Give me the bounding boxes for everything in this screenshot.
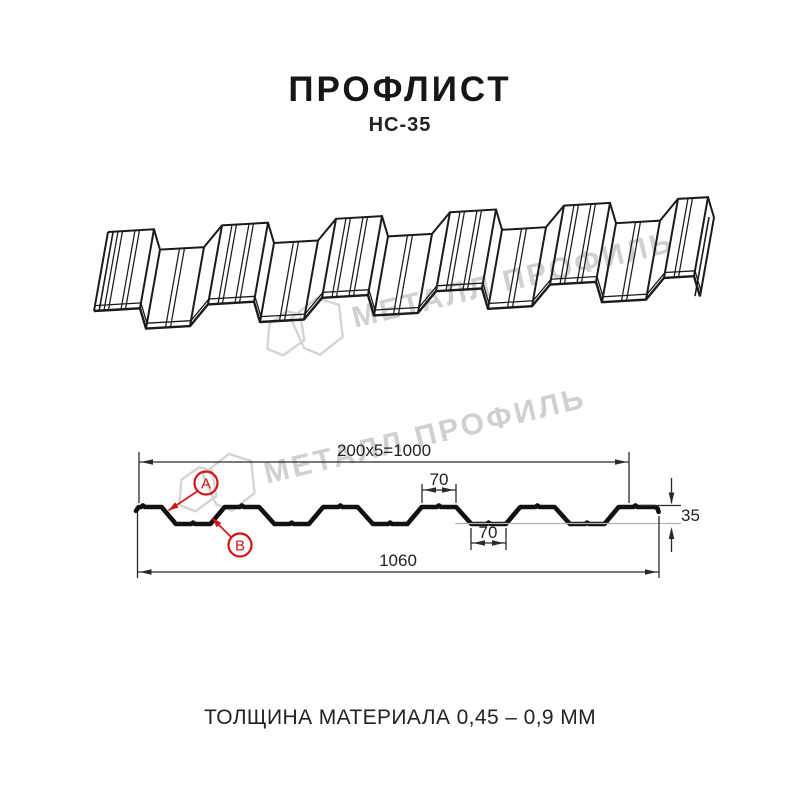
rib-edge-line [663, 198, 679, 279]
dim-arrowhead [424, 487, 436, 493]
callout-b-circle [227, 532, 253, 558]
groove-line [169, 248, 186, 328]
groove-line [221, 224, 238, 304]
groove-line [278, 241, 295, 322]
cross-section-diagram: 200x5=1000 70 70 35 1060 A B [133, 441, 700, 578]
rib-edge-line [693, 197, 709, 277]
watermark-text: МЕТАЛЛ ПРОФИЛЬ [261, 382, 590, 491]
groove-line [511, 228, 528, 308]
groove-line [124, 230, 141, 310]
rib-edge-line [595, 202, 611, 283]
dim-valley-width-label: 70 [479, 523, 498, 542]
groove-line [625, 221, 642, 301]
rib-edge-line [259, 242, 275, 323]
dim-arrowhead [141, 459, 153, 465]
groove-line [449, 211, 466, 291]
material-thickness-note: ТОЛЩИНА МАТЕРИАЛА 0,45 – 0,9 ММ [203, 706, 597, 729]
rib-edge-line [487, 229, 503, 309]
sheet-front-edge [93, 275, 702, 330]
rib-edge-line [207, 225, 223, 305]
dim-arrowhead [442, 487, 454, 493]
groove-line [392, 235, 409, 315]
rib-edge-line [601, 223, 617, 303]
groove-line [331, 218, 347, 298]
callout-b-label: B [235, 538, 245, 555]
groove-line [466, 210, 483, 290]
dim-height-label: 35 [681, 506, 700, 525]
rib-edge-line [481, 209, 497, 289]
watermark-text: МЕТАЛЛ ПРОФИЛЬ [349, 226, 678, 335]
dim-arrowhead [139, 569, 152, 575]
groove-line [234, 223, 250, 303]
page-title: ПРОФЛИСТ [288, 70, 512, 109]
groove-line [580, 203, 597, 283]
dim-arrowhead [615, 459, 627, 465]
rib-edge-line [699, 217, 715, 297]
rib-edge-line [145, 249, 161, 329]
callout-leader-arrows [168, 490, 232, 538]
dim-arrowhead [645, 569, 657, 575]
dim-crest-width-label: 70 [430, 470, 449, 489]
callout-arrowhead [168, 502, 179, 511]
rib-edge-line [303, 240, 319, 320]
rib-edge-line [253, 222, 269, 302]
face-callouts: A B [168, 470, 253, 558]
groove-line [103, 231, 119, 311]
dim-arrowhead [668, 527, 675, 539]
rib-edge-line [417, 233, 433, 314]
dim-coverage-label: 200x5=1000 [337, 441, 431, 460]
dimension-arrowheads [139, 459, 675, 575]
profile-model-subtitle: НС-35 [368, 114, 432, 136]
front-thickness-line [94, 270, 702, 324]
groove-line [348, 217, 364, 297]
rib-edge-line [373, 236, 389, 316]
dim-arrowhead [492, 540, 504, 546]
groove-line [576, 203, 592, 284]
metall-profil-logo-icon [178, 452, 256, 513]
groove-line [120, 230, 136, 310]
rib-edge-line [531, 227, 547, 307]
groove-line [164, 248, 181, 328]
metall-profil-logo-icon [266, 296, 344, 357]
rib-edge-line [645, 220, 661, 300]
profiled-sheet-3d-view [93, 196, 715, 330]
dimension-lines [136, 452, 681, 578]
rib-edge-line [139, 229, 155, 309]
groove-line [563, 204, 580, 284]
groove-line [506, 228, 523, 308]
callout-a-circle [193, 470, 219, 496]
groove-line [352, 216, 369, 297]
rib-edge-line [549, 205, 565, 285]
groove-line [217, 224, 233, 304]
groove-line [283, 241, 300, 321]
dim-arrowhead [668, 492, 675, 505]
dim-arrowhead [473, 540, 485, 546]
rib-edge-line [321, 218, 337, 298]
callout-a-label: A [201, 476, 211, 493]
rib-edge-line [435, 211, 451, 292]
rib-edge-line [93, 231, 109, 312]
groove-line [559, 204, 575, 285]
groove-line [238, 223, 255, 303]
groove-line [335, 217, 352, 298]
groove-line [677, 197, 694, 278]
rib-edge-line [367, 215, 383, 296]
groove-line [397, 234, 414, 315]
groove-line [620, 221, 637, 302]
groove-line [107, 231, 124, 311]
rib-edge-line [189, 246, 205, 327]
dim-overall-width-label: 1060 [379, 551, 417, 570]
callout-arrowhead [212, 518, 222, 528]
groove-line [445, 211, 461, 291]
groove-line [462, 210, 478, 290]
right-cut-edge [694, 216, 710, 297]
groove-line [673, 198, 689, 278]
left-cut-edge [98, 232, 114, 312]
